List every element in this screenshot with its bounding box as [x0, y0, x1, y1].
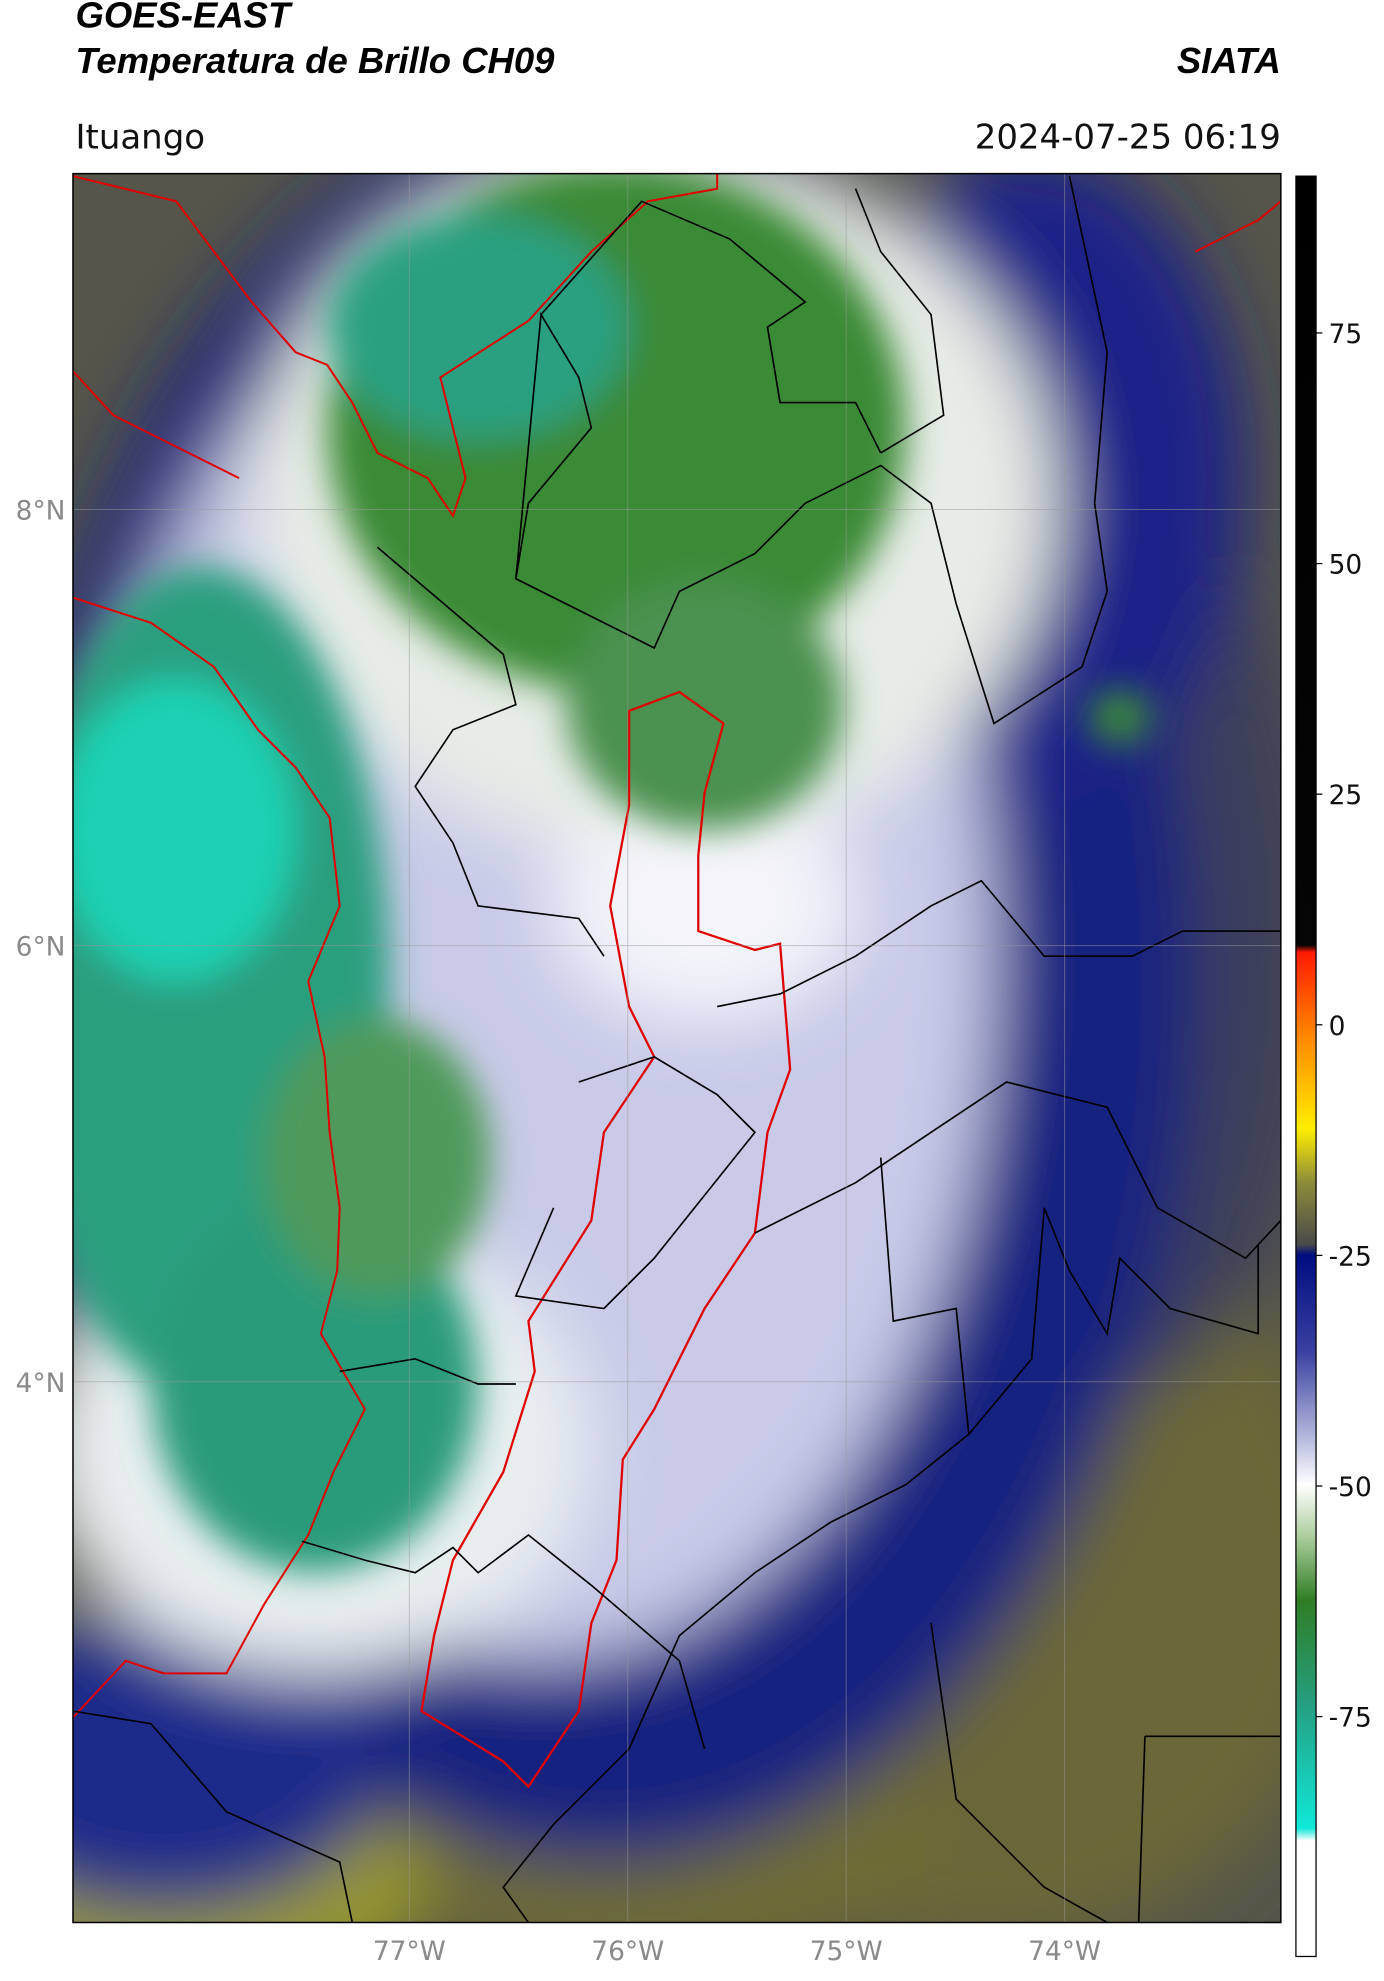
y-tick-label: 6°N [16, 932, 66, 963]
colorbar [1295, 175, 1317, 1958]
colorbar-tick-label: -75 [1329, 1703, 1372, 1734]
x-tick-label: 76°W [591, 1936, 664, 1967]
graticule [72, 173, 1281, 1923]
x-tick-label: 75°W [810, 1936, 883, 1967]
colorbar-tick-label: 0 [1329, 1011, 1346, 1042]
brand: SIATA [1177, 40, 1281, 81]
colorbar-tick-label: 75 [1329, 319, 1363, 350]
satellite-image [72, 173, 1281, 1923]
title-source: GOES-EAST [75, 0, 293, 36]
x-tick-label: 77°W [373, 1936, 446, 1967]
location: Ituango [75, 117, 205, 157]
y-tick-label: 4°N [16, 1368, 66, 1399]
colorbar-tick-label: 50 [1329, 550, 1363, 581]
colorbar-tick-label: 25 [1329, 780, 1363, 811]
y-tick-label: 8°N [16, 496, 66, 527]
map-frame [72, 172, 1282, 1924]
x-tick-label: 74°W [1028, 1936, 1101, 1967]
colorbar-tick-label: -50 [1329, 1472, 1372, 1503]
colorbar-tick-label: -25 [1329, 1241, 1372, 1272]
title-product: Temperatura de Brillo CH09 [75, 40, 555, 81]
datetime: 2024-07-25 06:19 [975, 117, 1281, 157]
